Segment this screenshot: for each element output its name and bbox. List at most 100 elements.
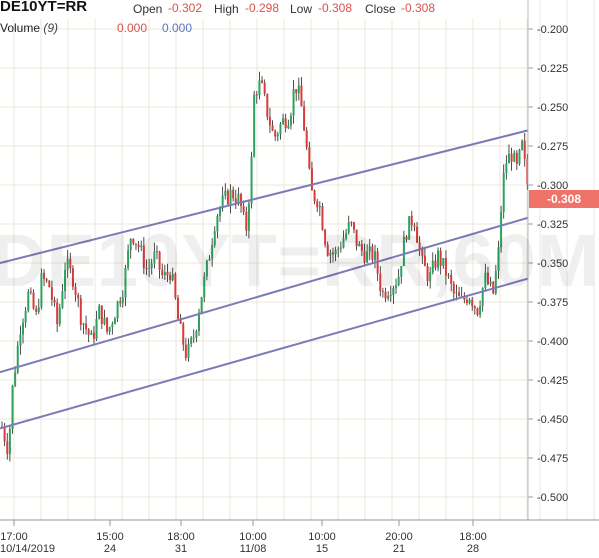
y-tick-label: -0.275: [537, 141, 568, 153]
candle-body: [24, 310, 27, 323]
candle-body: [455, 292, 458, 294]
candle-body: [261, 80, 264, 83]
candle-body: [208, 258, 211, 261]
candle-body: [19, 334, 22, 346]
candle-body: [289, 115, 292, 126]
candle-body: [479, 306, 482, 315]
candle-body: [255, 94, 258, 96]
x-tick-label: 18:00: [459, 531, 487, 543]
candle-body: [142, 245, 145, 269]
candle-body: [100, 305, 103, 324]
candle-body: [329, 252, 332, 256]
candle-body: [339, 247, 342, 249]
candle-body: [395, 285, 398, 288]
candle-body: [452, 283, 455, 294]
candle-body: [300, 85, 303, 107]
candle-body: [450, 274, 453, 284]
candle-body: [85, 323, 88, 330]
y-tick-label: -0.450: [537, 414, 568, 426]
candle-body: [282, 118, 285, 125]
high-value: -0.298: [245, 1, 280, 15]
candle-body: [387, 295, 390, 299]
candle-body: [226, 190, 229, 205]
candle-body: [326, 244, 329, 256]
candle-body: [50, 287, 53, 300]
candle-body: [184, 344, 187, 358]
candle-body: [92, 332, 95, 339]
candle-body: [240, 193, 243, 207]
candle-body: [87, 329, 90, 335]
candle-body: [434, 260, 437, 268]
close-value: -0.308: [401, 1, 436, 15]
candle-body: [366, 251, 369, 263]
y-tick-label: -0.425: [537, 375, 568, 387]
candle-body: [513, 152, 516, 162]
candle-body: [410, 216, 413, 226]
candle-body: [113, 318, 116, 325]
candle-body: [303, 106, 306, 131]
candle-body: [3, 426, 6, 442]
candle-body: [95, 319, 98, 339]
symbol-title: DE10YT=RR: [0, 0, 88, 15]
candle-body: [253, 94, 256, 157]
candle-body: [8, 429, 11, 455]
candle-body: [313, 190, 316, 202]
candle-body: [397, 276, 400, 286]
candle-body: [497, 247, 500, 271]
candle-body: [465, 299, 468, 304]
candle-body: [45, 279, 48, 281]
candle-body: [447, 274, 450, 276]
x-tick-sublabel: 15: [316, 543, 328, 555]
candle-body: [192, 337, 195, 339]
volume-value-2: 0.000: [162, 21, 193, 35]
candle-body: [518, 149, 521, 164]
candle-body: [119, 301, 122, 304]
candle-body: [268, 116, 271, 126]
candle-body: [221, 195, 224, 209]
trendlines: [0, 129, 529, 430]
candle-body: [27, 291, 30, 311]
candle-body: [416, 226, 419, 243]
candle-body: [439, 250, 442, 266]
volume-label: Volume (9): [0, 21, 58, 35]
candle-body: [345, 232, 348, 239]
watermark: DE10YT=RR,60M: [0, 219, 599, 302]
candle-body: [279, 124, 282, 135]
candles: [1, 71, 529, 462]
candle-body: [158, 251, 161, 270]
candle-body: [405, 236, 408, 240]
candle-body: [510, 153, 513, 162]
candle-body: [166, 272, 169, 276]
candle-body: [198, 312, 201, 332]
candle-body: [526, 159, 529, 184]
candle-body: [53, 299, 56, 303]
chart-grid: [0, 0, 595, 520]
candle-body: [342, 238, 345, 248]
low-value: -0.308: [318, 1, 353, 15]
candle-body: [103, 317, 106, 324]
candle-body: [127, 250, 130, 269]
candle-body: [258, 80, 261, 96]
candle-body: [321, 206, 324, 230]
candle-body: [140, 245, 143, 248]
candle-body: [98, 305, 101, 320]
candle-body: [500, 211, 503, 248]
candle-body: [187, 343, 190, 358]
candle-body: [234, 198, 237, 204]
candle-body: [408, 216, 411, 240]
candle-body: [363, 250, 366, 263]
candle-body: [106, 317, 109, 332]
y-tick-label: -0.475: [537, 453, 568, 465]
candle-body: [66, 258, 69, 270]
candle-body: [515, 152, 518, 164]
candle-body: [352, 222, 355, 230]
candle-body: [331, 252, 334, 255]
candle-body: [308, 147, 311, 169]
candle-body: [507, 153, 510, 164]
candle-body: [40, 272, 43, 308]
candle-body: [29, 291, 32, 293]
x-tick-sublabel: 10/14/2019: [0, 543, 55, 555]
candle-body: [468, 299, 471, 304]
candle-body: [271, 125, 274, 131]
x-tick-label: 20:00: [385, 531, 413, 543]
